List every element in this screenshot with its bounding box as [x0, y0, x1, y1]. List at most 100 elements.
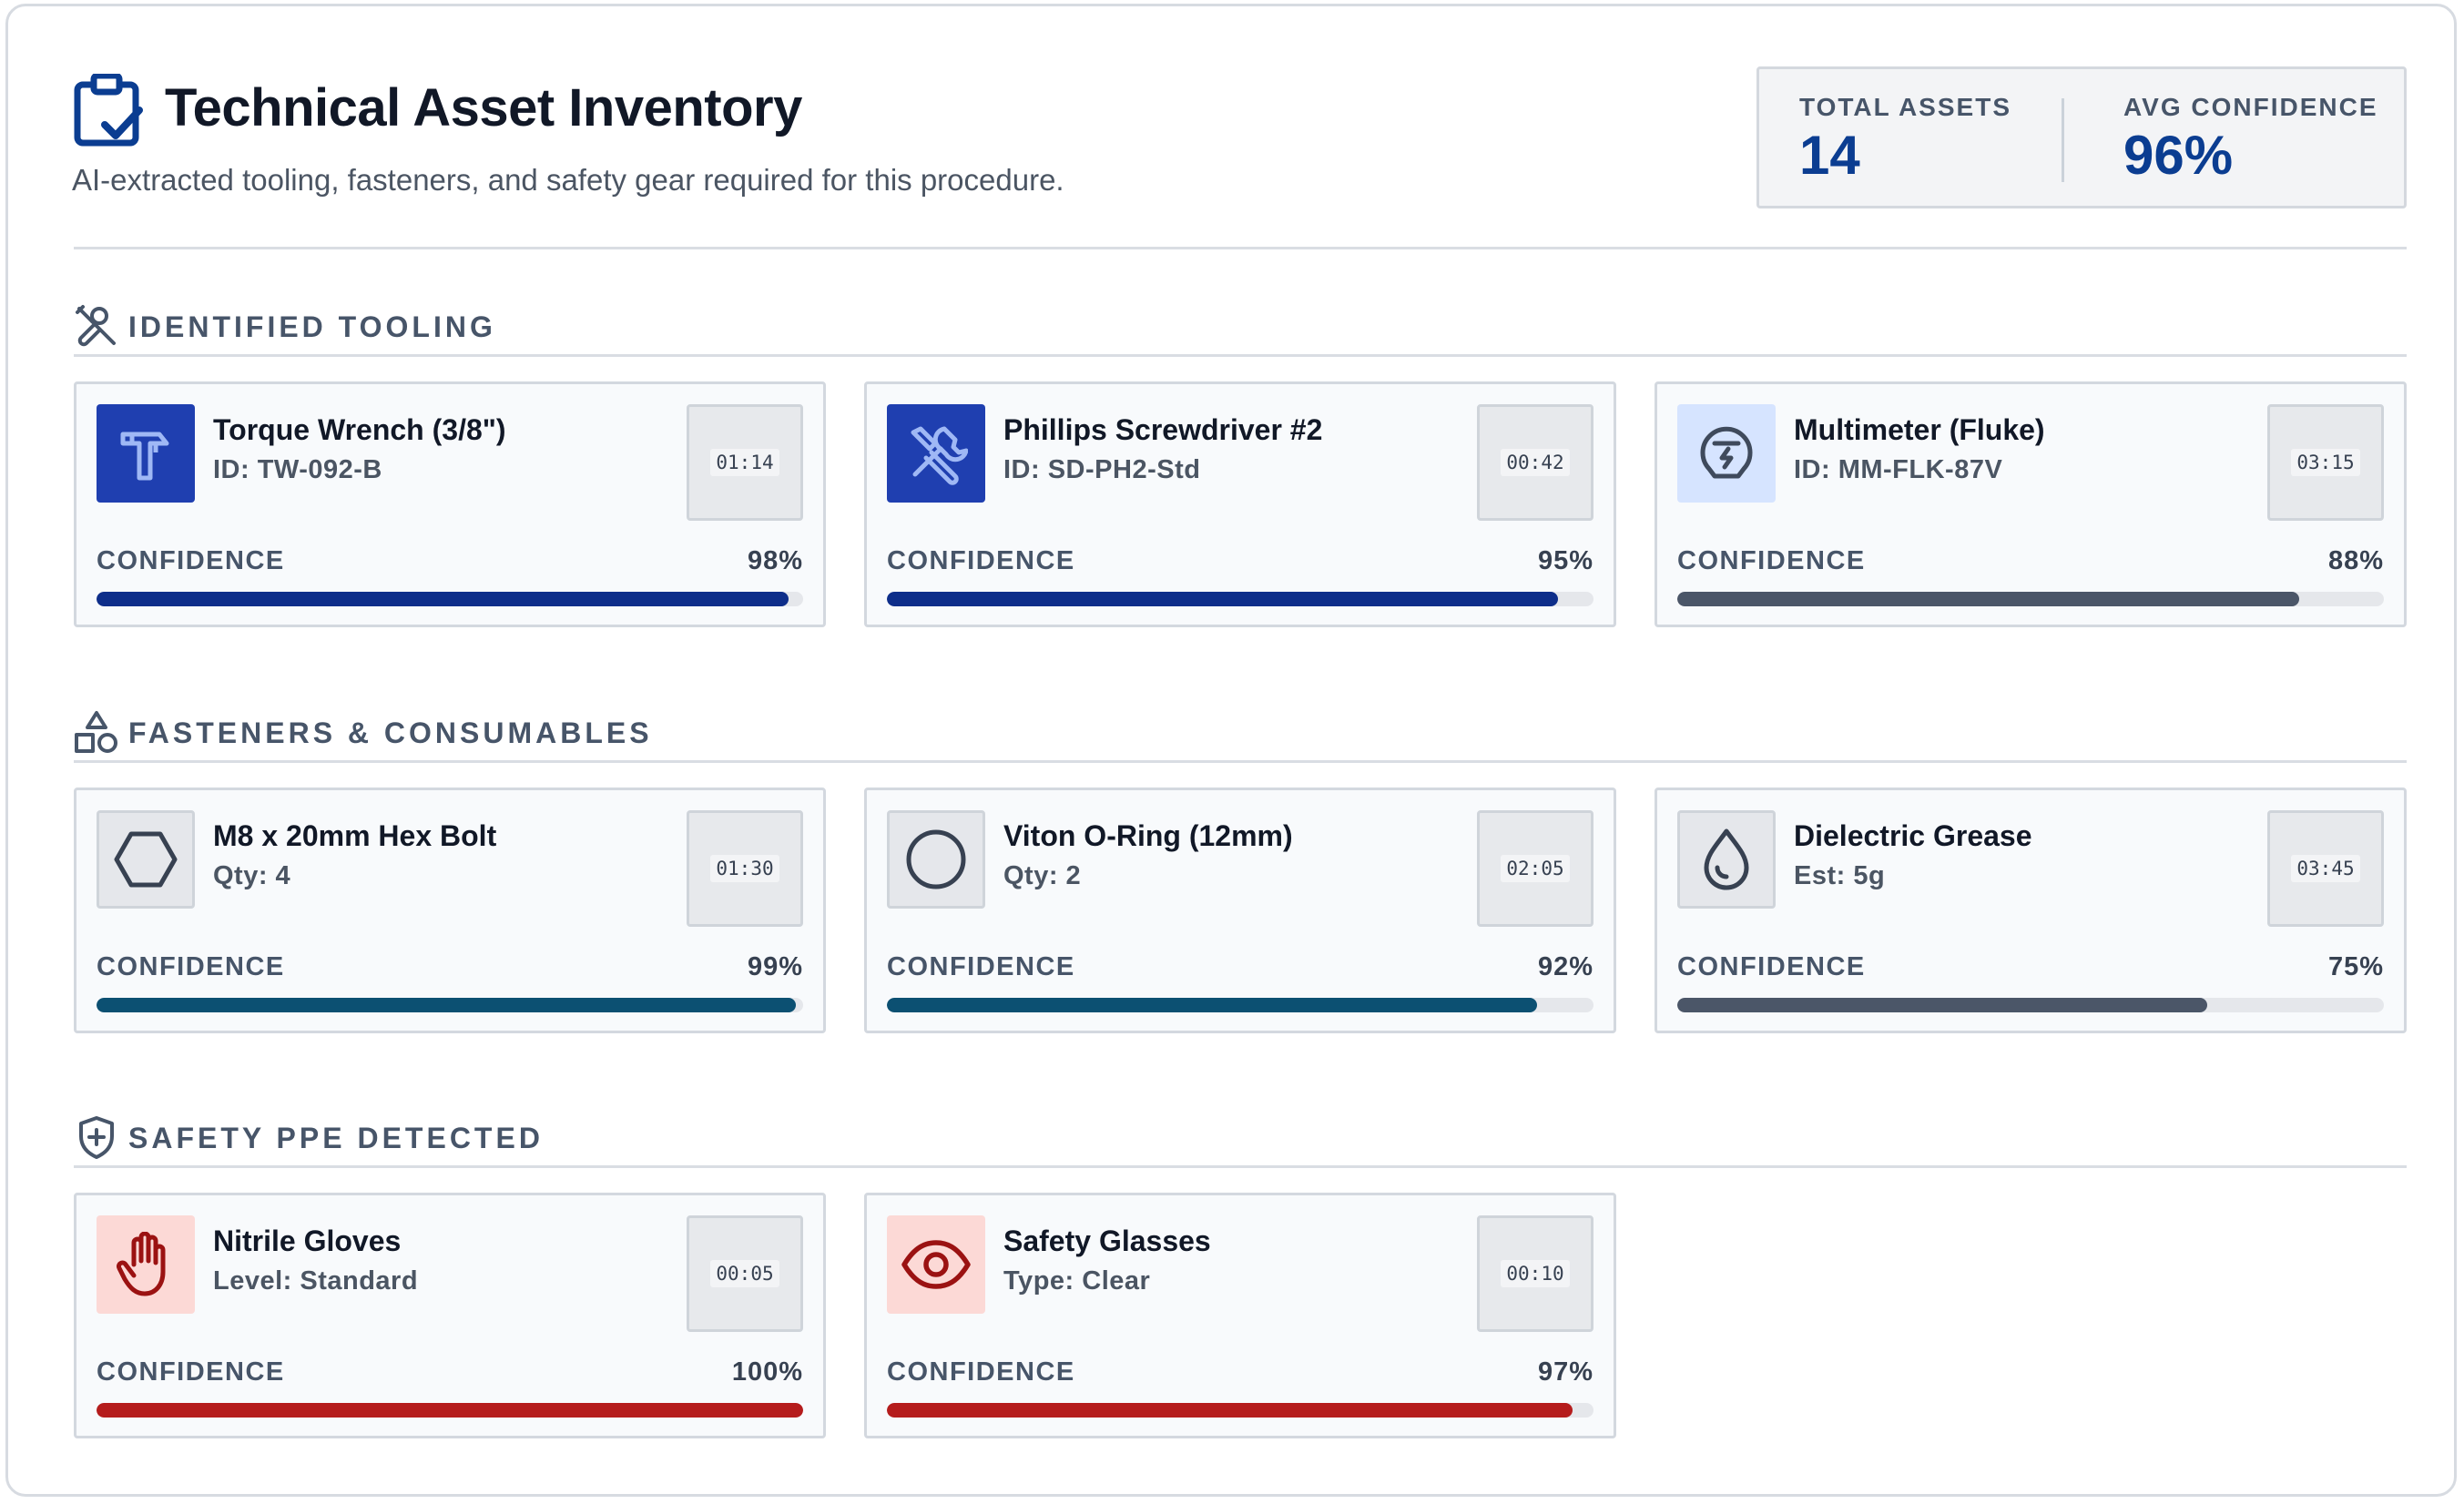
hand-icon: [114, 1232, 178, 1297]
asset-card[interactable]: Phillips Screwdriver #2 ID: SD-PH2-Std 0…: [864, 381, 1616, 627]
page-title: Technical Asset Inventory: [165, 78, 802, 137]
confidence-value: 95%: [1537, 546, 1593, 575]
section-title: IDENTIFIED TOOLING: [128, 310, 496, 343]
asset-thumbnail: [887, 404, 985, 503]
asset-name: Torque Wrench (3/8"): [213, 413, 506, 446]
confidence-bar-fill: [1677, 998, 2207, 1012]
hammer-icon: [114, 422, 178, 485]
confidence-value: 88%: [2327, 546, 2384, 575]
confidence-bar: [97, 592, 803, 606]
stat-value: 96%: [2123, 125, 2234, 186]
confidence-label: CONFIDENCE: [887, 952, 1075, 981]
plug-meter-icon: [1695, 422, 1758, 485]
asset-meta: ID: SD-PH2-Std: [1003, 455, 1201, 484]
asset-thumbnail: [1677, 404, 1776, 503]
timestamp-label: 00:42: [1501, 449, 1570, 476]
confidence-bar-fill: [887, 592, 1559, 606]
asset-name: Multimeter (Fluke): [1794, 413, 2045, 446]
asset-card[interactable]: Dielectric Grease Est: 5g 03:45 CONFIDEN…: [1655, 788, 2407, 1033]
header-divider: [74, 247, 2407, 249]
confidence-value: 75%: [2327, 952, 2384, 981]
asset-thumbnail: [97, 810, 195, 909]
section-header-fasteners: FASTENERS & CONSUMABLES: [74, 707, 2407, 763]
page-header: Technical Asset Inventory AI-extracted t…: [68, 66, 2407, 249]
confidence-label: CONFIDENCE: [97, 952, 285, 981]
confidence-label: CONFIDENCE: [97, 1357, 285, 1387]
asset-card[interactable]: Multimeter (Fluke) ID: MM-FLK-87V 03:15 …: [1655, 381, 2407, 627]
confidence-value: 97%: [1537, 1357, 1593, 1387]
confidence-label: CONFIDENCE: [1677, 952, 1866, 981]
timestamp-label: 01:14: [710, 449, 779, 476]
section-header-tooling: IDENTIFIED TOOLING: [74, 301, 2407, 357]
asset-card[interactable]: Viton O-Ring (12mm) Qty: 2 02:05 CONFIDE…: [864, 788, 1616, 1033]
confidence-bar-fill: [887, 998, 1537, 1012]
section-title: FASTENERS & CONSUMABLES: [128, 716, 653, 749]
stat-label: TOTAL ASSETS: [1799, 93, 2011, 121]
confidence-label: CONFIDENCE: [887, 1357, 1075, 1387]
confidence-bar: [887, 998, 1593, 1012]
asset-thumbnail: [887, 1215, 985, 1314]
asset-name: Nitrile Gloves: [213, 1225, 402, 1257]
page-subtitle: AI-extracted tooling, fasteners, and saf…: [72, 163, 1064, 197]
section-header-ppe: SAFETY PPE DETECTED: [74, 1113, 2407, 1168]
confidence-bar: [97, 1403, 803, 1418]
droplet-icon: [1699, 828, 1754, 891]
timestamp-thumbnail[interactable]: 00:42: [1477, 404, 1593, 521]
stat-divider: [2062, 98, 2064, 182]
timestamp-label: 03:15: [2291, 449, 2360, 476]
timestamp-label: 02:05: [1501, 855, 1570, 882]
tools-icon: [904, 422, 968, 485]
confidence-value: 99%: [747, 952, 803, 981]
asset-card[interactable]: Safety Glasses Type: Clear 00:10 CONFIDE…: [864, 1193, 1616, 1438]
shapes-icon: [75, 711, 117, 753]
confidence-bar-fill: [97, 592, 789, 606]
asset-name: Safety Glasses: [1003, 1225, 1211, 1257]
shield-plus-icon: [79, 1116, 114, 1159]
asset-card[interactable]: Torque Wrench (3/8") ID: TW-092-B 01:14 …: [74, 381, 826, 627]
asset-meta: Est: 5g: [1794, 861, 1886, 890]
timestamp-thumbnail[interactable]: 02:05: [1477, 810, 1593, 927]
confidence-label: CONFIDENCE: [887, 546, 1075, 575]
timestamp-thumbnail[interactable]: 03:15: [2267, 404, 2384, 521]
asset-name: Viton O-Ring (12mm): [1003, 819, 1293, 852]
wrench-screwdriver-icon: [76, 305, 116, 347]
confidence-bar-fill: [1677, 592, 2299, 606]
asset-card[interactable]: Nitrile Gloves Level: Standard 00:05 CON…: [74, 1193, 826, 1438]
stat-label: AVG CONFIDENCE: [2123, 93, 2378, 121]
asset-name: Phillips Screwdriver #2: [1003, 413, 1323, 446]
confidence-label: CONFIDENCE: [1677, 546, 1866, 575]
stat-value: 14: [1799, 125, 1860, 186]
asset-name: M8 x 20mm Hex Bolt: [213, 819, 497, 852]
asset-name: Dielectric Grease: [1794, 819, 2032, 852]
hexagon-icon: [113, 827, 178, 892]
asset-meta: Type: Clear: [1003, 1266, 1151, 1296]
confidence-bar: [97, 998, 803, 1012]
asset-inventory-panel: Technical Asset Inventory AI-extracted t…: [5, 4, 2457, 1497]
confidence-bar: [1677, 998, 2384, 1012]
timestamp-label: 00:05: [710, 1260, 779, 1287]
timestamp-thumbnail[interactable]: 00:10: [1477, 1215, 1593, 1332]
timestamp-thumbnail[interactable]: 00:05: [687, 1215, 803, 1332]
confidence-bar-fill: [887, 1403, 1573, 1418]
asset-card[interactable]: M8 x 20mm Hex Bolt Qty: 4 01:30 CONFIDEN…: [74, 788, 826, 1033]
timestamp-thumbnail[interactable]: 01:14: [687, 404, 803, 521]
stat-avg-confidence: AVG CONFIDENCE 96%: [2123, 93, 2378, 187]
timestamp-label: 01:30: [710, 855, 779, 882]
eye-icon: [901, 1237, 972, 1292]
stat-total-assets: TOTAL ASSETS 14: [1799, 93, 2011, 187]
confidence-bar: [1677, 592, 2384, 606]
section-divider: [74, 354, 2407, 357]
asset-thumbnail: [887, 810, 985, 909]
asset-thumbnail: [97, 1215, 195, 1314]
confidence-bar-fill: [97, 998, 797, 1012]
asset-thumbnail: [97, 404, 195, 503]
confidence-bar: [887, 1403, 1593, 1418]
section-divider: [74, 1165, 2407, 1168]
section-title: SAFETY PPE DETECTED: [128, 1122, 544, 1154]
confidence-label: CONFIDENCE: [97, 546, 285, 575]
timestamp-thumbnail[interactable]: 03:45: [2267, 810, 2384, 927]
asset-meta: Qty: 2: [1003, 861, 1082, 890]
asset-meta: Level: Standard: [213, 1266, 419, 1296]
timestamp-thumbnail[interactable]: 01:30: [687, 810, 803, 927]
summary-stats: TOTAL ASSETS 14 AVG CONFIDENCE 96%: [1756, 66, 2407, 208]
